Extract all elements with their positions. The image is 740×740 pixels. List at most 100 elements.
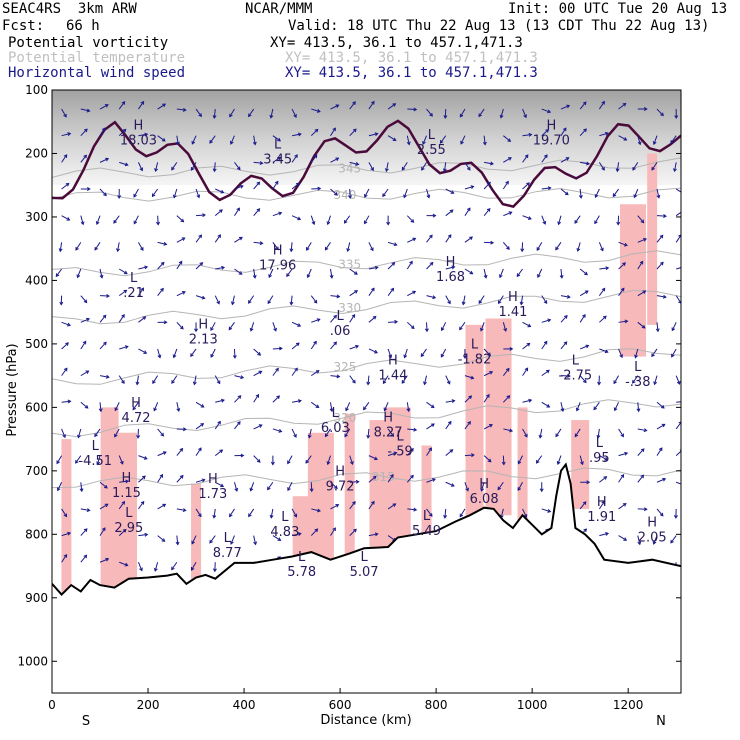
wind-vector: [195, 188, 200, 198]
wind-vector-head: [604, 131, 609, 136]
wind-vector: [327, 455, 331, 465]
wind-vector-head: [212, 168, 217, 173]
wind-vector-head: [94, 246, 98, 251]
init-time: Init: 00 UTC Tue 20 Aug 13: [508, 1, 728, 17]
wind-vector: [656, 478, 666, 483]
wind-vector: [388, 321, 398, 323]
wind-vector-head: [390, 433, 395, 437]
wind-vector: [267, 295, 274, 304]
wind-vector: [157, 135, 166, 142]
wind-vector-head: [80, 221, 85, 226]
wind-vector: [253, 535, 257, 545]
wind-vector-head: [275, 246, 279, 251]
wind-vector: [118, 455, 124, 465]
wind-vector-head: [392, 103, 397, 107]
wind-vector: [502, 242, 510, 250]
wind-vector: [579, 375, 587, 383]
wind-vector: [176, 215, 184, 223]
wind-vector: [349, 128, 357, 137]
wind-vector-head: [123, 289, 128, 294]
wind-vector-head: [316, 318, 321, 322]
wind-vector: [478, 295, 485, 304]
wind-vector: [99, 104, 109, 110]
isentrope-label: 335: [338, 257, 361, 271]
wind-vector: [445, 375, 451, 384]
wind-vector-head: [237, 395, 242, 399]
wind-vector-head: [371, 287, 375, 292]
isentrope-line: [52, 289, 681, 325]
wind-vector: [195, 447, 202, 456]
wind-vector: [674, 162, 677, 172]
wind-vector: [176, 237, 185, 243]
isentrope-label: 345: [338, 162, 361, 176]
wind-vector: [656, 447, 663, 456]
wind-vector: [272, 212, 282, 217]
wind-vector: [270, 108, 274, 118]
wind-vector: [118, 268, 128, 275]
wind-vector-head: [313, 154, 318, 159]
wind-vector-head: [63, 154, 68, 158]
wind-vector-head: [221, 265, 226, 270]
wind-vector-head: [632, 166, 636, 171]
wind-vector: [632, 162, 639, 171]
wind-vector-head: [406, 141, 411, 146]
wind-vector-head: [67, 132, 72, 136]
wind-vector-head: [469, 236, 474, 241]
wind-vector: [382, 188, 389, 197]
wind-vector: [272, 135, 281, 142]
wind-vector-head: [413, 427, 418, 432]
wind-vector: [618, 503, 627, 510]
wind-vector-head: [386, 221, 391, 226]
wind-vector-head: [660, 112, 664, 117]
wind-vector-head: [240, 375, 245, 380]
wind-vector: [618, 135, 627, 141]
wind-vector-head: [516, 273, 521, 278]
wind-vector: [459, 108, 466, 118]
wind-vector-head: [295, 182, 300, 187]
wind-vector-head: [673, 168, 677, 173]
wind-vector: [118, 529, 127, 536]
wind-vector-head: [509, 346, 514, 351]
wind-vector-head: [478, 113, 482, 118]
wind-vector: [171, 561, 178, 570]
wind-vector: [675, 375, 681, 385]
wind-vector-head: [175, 141, 180, 146]
wind-vector-head: [582, 101, 587, 106]
wind-vector-head: [334, 485, 338, 490]
wind-vector: [80, 215, 84, 225]
wind-vector-head: [462, 355, 467, 359]
wind-vector-head: [236, 166, 241, 171]
wind-vector-head: [121, 101, 126, 105]
wind-vector-head: [506, 395, 511, 399]
wind-vector: [310, 528, 318, 536]
wind-vector-head: [96, 461, 101, 466]
wind-vector: [598, 288, 606, 296]
wind-vector: [618, 288, 625, 296]
wind-vector: [119, 161, 128, 166]
wind-vector: [291, 533, 301, 537]
wind-vector: [234, 375, 244, 379]
wind-vector: [330, 127, 336, 136]
wind-vector-head: [216, 380, 221, 385]
wind-vector: [253, 181, 260, 190]
wind-vector: [157, 288, 164, 296]
wind-vector: [176, 135, 179, 145]
wind-vector: [119, 561, 128, 566]
wind-vector: [96, 215, 101, 225]
wind-vector: [637, 290, 646, 297]
wind-vector: [253, 394, 259, 403]
wind-vector-head: [642, 290, 647, 294]
wind-vector-head: [640, 219, 645, 224]
wind-vector-head: [352, 379, 356, 384]
wind-vector-head: [343, 219, 348, 224]
wind-vector: [195, 401, 204, 408]
wind-vector: [422, 135, 427, 145]
wind-vector-head: [313, 299, 318, 304]
wind-vector-head: [293, 513, 298, 518]
wind-vector: [80, 370, 89, 377]
wind-vector: [286, 268, 293, 277]
wind-vector: [598, 101, 605, 110]
wind-vector-head: [315, 370, 320, 374]
wind-vector: [426, 234, 433, 243]
wind-vector-head: [578, 195, 583, 199]
